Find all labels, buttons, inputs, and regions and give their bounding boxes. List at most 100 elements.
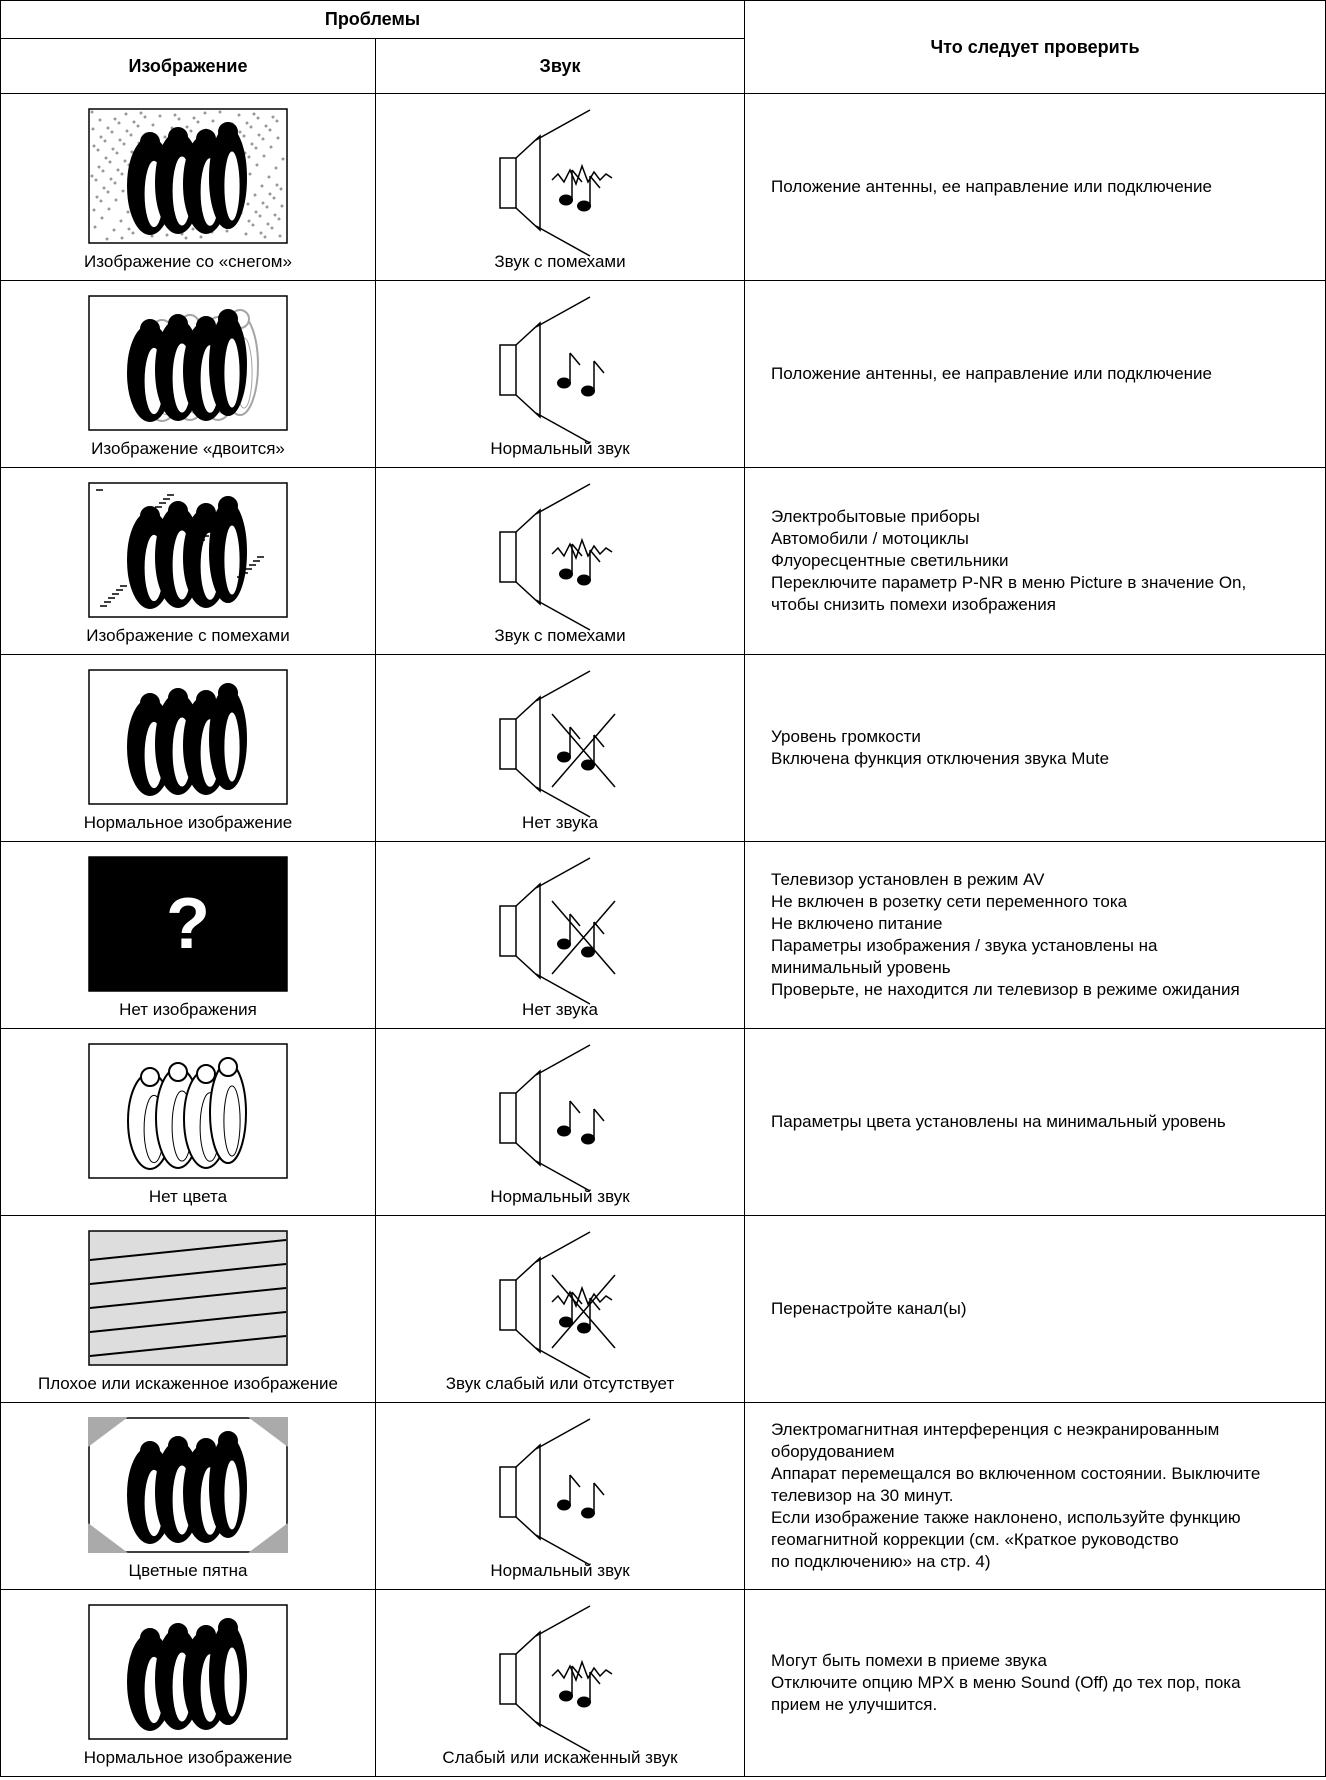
speaker-cone	[515, 1443, 541, 1541]
note-head	[581, 1507, 595, 1519]
note-flag	[569, 1100, 581, 1114]
snow-dot	[245, 121, 249, 125]
check-cell: Электромагнитная интерференция с неэкран…	[744, 1402, 1326, 1590]
picture-icon	[88, 669, 288, 805]
snow-dot	[112, 228, 116, 232]
snow-dot	[261, 201, 265, 205]
image-cell: Нормальное изображение	[1, 655, 375, 841]
penguin-head	[140, 1628, 160, 1648]
header-row: Проблемы Что следует проверить	[0, 0, 1326, 94]
distortion-line	[89, 1287, 287, 1309]
note-head	[559, 1690, 573, 1702]
speaker-cone	[515, 1256, 541, 1354]
snow-dot	[115, 151, 119, 155]
snow-dot	[249, 125, 253, 129]
penguin-head	[140, 506, 160, 526]
sound-wave	[535, 225, 591, 257]
note-flag	[569, 352, 581, 366]
snow-dot	[101, 169, 105, 173]
sound-cell: Нормальный звук	[376, 281, 744, 467]
penguin-head	[218, 683, 238, 703]
note-head	[581, 946, 595, 958]
snow-dot	[211, 119, 215, 123]
image-column: Нормальное изображение	[0, 654, 376, 842]
sound-wave	[535, 412, 591, 444]
sound-wave	[535, 1605, 591, 1637]
speaker-box	[499, 905, 517, 957]
sound-cell: Нет звука	[376, 842, 744, 1028]
penguin-head	[218, 309, 238, 329]
snow-dot	[261, 137, 265, 141]
snow-dot	[97, 165, 101, 169]
sound-wave	[535, 1044, 591, 1076]
note-head	[557, 938, 571, 950]
snow-dot	[280, 204, 284, 208]
snow-dot	[96, 148, 100, 152]
speaker-icon	[499, 296, 605, 444]
speaker-box	[499, 344, 517, 396]
snow-dot	[248, 172, 252, 176]
note-head	[559, 568, 573, 580]
image-caption: Нет цвета	[148, 1187, 228, 1206]
sound-wave	[535, 599, 591, 631]
sound-cell: Нет звука	[376, 655, 744, 841]
snow-dot	[275, 119, 279, 123]
note-flag	[589, 175, 601, 189]
sound-caption: Звук с помехами	[494, 252, 626, 271]
color-spot	[248, 1523, 288, 1553]
snow-dot	[90, 174, 94, 178]
snow-dot	[173, 113, 177, 117]
penguin-belly	[223, 150, 241, 222]
snow-dot	[125, 129, 129, 133]
image-caption: Нормальное изображение	[83, 813, 293, 832]
note-head	[581, 1133, 595, 1145]
picture-icon	[88, 482, 288, 618]
snow-dot	[120, 236, 124, 240]
snow-dot	[225, 229, 229, 233]
sound-wave	[535, 483, 591, 515]
check-cell: Параметры цвета установлены на минимальн…	[744, 1028, 1326, 1216]
sound-cell: Слабый или искаженный звук	[376, 1590, 744, 1776]
penguin-head	[196, 690, 216, 710]
check-cell: Телевизор установлен в режим AV Не включе…	[744, 841, 1326, 1029]
snow-dot	[91, 127, 95, 131]
speaker-box	[499, 1466, 517, 1518]
sound-wave	[535, 1347, 591, 1379]
snow-dot	[108, 160, 112, 164]
check-line: Включена функция отключения звука Mute	[771, 749, 1110, 768]
penguin-head	[168, 1436, 188, 1456]
check-line: Положение антенны, ее направление или по…	[771, 364, 1212, 383]
note-head	[559, 1316, 573, 1328]
sound-column: Нормальный звук	[374, 1402, 746, 1590]
note-head	[557, 1499, 571, 1511]
snow-dot	[113, 181, 117, 185]
sound-cell: Звук с помехами	[376, 94, 744, 280]
snow-dot	[279, 187, 283, 191]
snow-dot	[253, 193, 257, 197]
note-head	[577, 200, 591, 212]
penguin-belly	[223, 1646, 241, 1718]
snow-dot	[242, 134, 246, 138]
speaker-icon	[499, 670, 616, 818]
snow-dot	[99, 135, 103, 139]
table-row: Изображение со «снегом» Звук с помехами По…	[0, 93, 1326, 281]
sound-column: Нормальный звук	[374, 1028, 746, 1216]
snow-dot	[270, 226, 274, 230]
snow-dot	[274, 166, 278, 170]
note-head	[577, 1696, 591, 1708]
snow-dot	[189, 129, 193, 133]
sound-wave	[535, 1534, 591, 1566]
snow-dot	[123, 159, 127, 163]
sound-column: Нет звука	[374, 654, 746, 842]
sound-caption: Нормальный звук	[490, 1187, 630, 1206]
noise-wave	[551, 1285, 613, 1309]
snow-dot	[151, 123, 155, 127]
check-header: Что следует проверить	[744, 0, 1326, 94]
sound-wave	[535, 670, 591, 702]
speaker-cone	[515, 1630, 541, 1728]
penguin-head	[140, 693, 160, 713]
image-caption: Изображение с помехами	[86, 626, 290, 645]
snow-dot	[105, 237, 109, 241]
snow-dot	[252, 112, 256, 116]
